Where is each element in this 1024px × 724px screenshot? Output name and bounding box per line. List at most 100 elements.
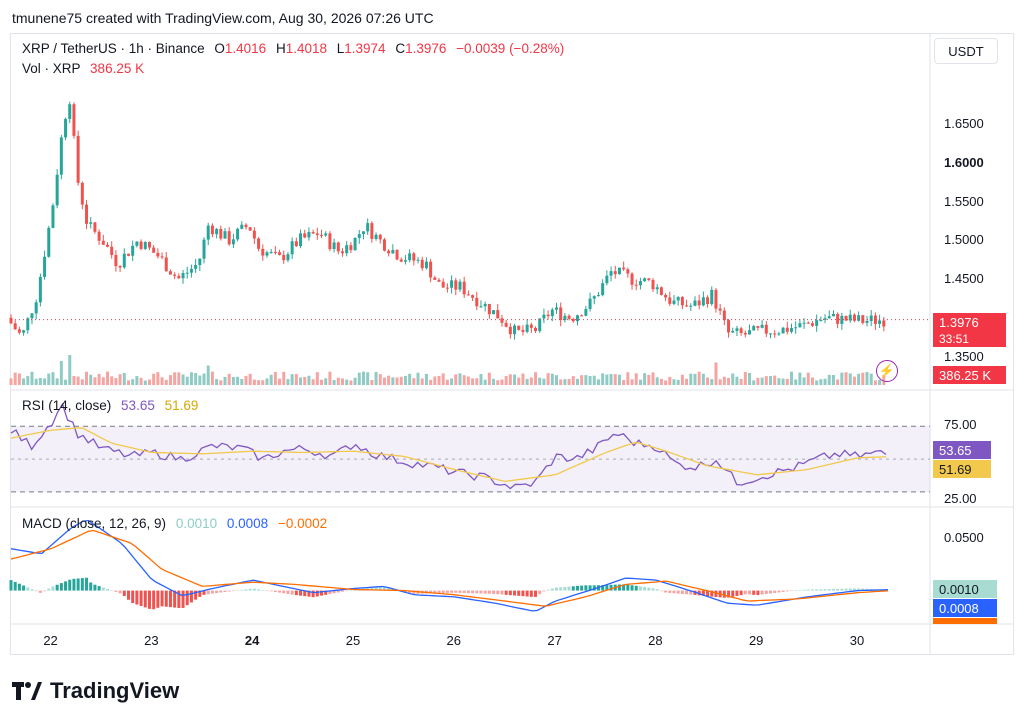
volume-bar bbox=[852, 376, 856, 385]
candle-body bbox=[215, 228, 219, 235]
candle-body bbox=[152, 247, 156, 253]
candle-body bbox=[185, 272, 189, 274]
macd-histogram-bar bbox=[668, 590, 672, 593]
volume-bar bbox=[802, 377, 806, 385]
volume-bar bbox=[722, 376, 726, 385]
volume-bar bbox=[391, 377, 395, 385]
rsi-label[interactable]: RSI (14, close) bbox=[22, 398, 112, 413]
volume-bar bbox=[466, 376, 470, 385]
volume-bar bbox=[345, 379, 349, 385]
candle-body bbox=[769, 333, 773, 335]
time-tick-label: 22 bbox=[43, 633, 58, 648]
candle-body bbox=[878, 320, 882, 324]
candle-body bbox=[231, 239, 235, 245]
candle-body bbox=[311, 232, 315, 234]
lightning-icon[interactable]: ⚡ bbox=[876, 360, 898, 382]
candle-body bbox=[651, 279, 655, 290]
macd-histogram-bar bbox=[244, 589, 248, 591]
candle-body bbox=[420, 259, 424, 269]
volume-bar bbox=[517, 377, 521, 385]
candle-body bbox=[219, 228, 223, 239]
tradingview-logo[interactable]: TradingView bbox=[12, 678, 179, 704]
price-tick-label: 1.5000 bbox=[944, 232, 984, 248]
volume-bar bbox=[685, 378, 689, 385]
macd-histogram-bar bbox=[290, 590, 294, 595]
candle-body bbox=[844, 315, 848, 321]
macd-label[interactable]: MACD (close, 12, 26, 9) bbox=[22, 516, 167, 531]
candle-body bbox=[51, 205, 55, 228]
macd-histogram-bar bbox=[861, 588, 865, 591]
volume-bar bbox=[810, 377, 814, 385]
volume-legend: Vol · XRP 386.25 K bbox=[22, 61, 144, 76]
volume-bar bbox=[735, 376, 739, 385]
macd-histogram-bar bbox=[118, 590, 122, 594]
candle-body bbox=[592, 296, 596, 299]
volume-bar bbox=[357, 372, 361, 385]
candle-body bbox=[160, 256, 164, 258]
time-tick-label: 29 bbox=[748, 633, 764, 648]
macd-histogram-bar bbox=[517, 590, 521, 596]
volume-bar bbox=[848, 373, 852, 385]
macd-histogram-bar bbox=[382, 586, 386, 591]
candle-body bbox=[781, 327, 785, 334]
volume-bar bbox=[122, 373, 126, 385]
candle-body bbox=[441, 281, 445, 288]
macd-histogram-bar bbox=[219, 590, 223, 593]
volume-bar bbox=[382, 377, 386, 385]
volume-bar bbox=[592, 375, 596, 385]
macd-histogram-bar bbox=[727, 590, 731, 598]
macd-histogram-bar bbox=[215, 590, 219, 594]
volume-bar bbox=[630, 379, 634, 385]
candle-body bbox=[630, 273, 634, 285]
volume-bar bbox=[110, 376, 114, 385]
candle-body bbox=[504, 322, 508, 327]
volume-bar bbox=[340, 378, 344, 385]
volume-bar bbox=[76, 376, 80, 385]
credit-text: tmunene75 created with TradingView.com, … bbox=[12, 10, 434, 26]
currency-button[interactable]: USDT bbox=[934, 38, 998, 64]
symbol-label[interactable]: XRP / TetherUS · 1h · Binance bbox=[22, 41, 205, 56]
volume-bar bbox=[785, 378, 789, 385]
volume-bar bbox=[819, 379, 823, 385]
volume-bar bbox=[126, 380, 130, 385]
macd-histogram-bar bbox=[152, 590, 156, 610]
macd-histogram-bar bbox=[651, 588, 655, 591]
macd-histogram-bar bbox=[135, 590, 139, 605]
candle-body bbox=[210, 225, 214, 235]
last-price-badge: 1.3976 bbox=[933, 313, 1006, 331]
volume-bar bbox=[273, 371, 277, 385]
volume-bar bbox=[93, 377, 97, 385]
volume-bar bbox=[748, 373, 752, 385]
volume-bar bbox=[634, 373, 638, 385]
candle-body bbox=[731, 330, 735, 333]
candle-body bbox=[387, 250, 391, 254]
macd-histogram-bar bbox=[735, 590, 739, 596]
volume-bar bbox=[433, 376, 437, 385]
volume-bar bbox=[815, 380, 819, 385]
candle-body bbox=[760, 324, 764, 328]
volume-value: 386.25 K bbox=[90, 61, 145, 76]
volume-bar bbox=[487, 372, 491, 385]
macd-histogram-bar bbox=[676, 590, 680, 594]
volume-label[interactable]: Vol · XRP bbox=[22, 61, 81, 76]
volume-bar bbox=[689, 373, 693, 385]
candle-body bbox=[672, 300, 676, 304]
signal-line bbox=[10, 529, 889, 607]
candle-body bbox=[823, 318, 827, 320]
candle-body bbox=[743, 332, 747, 335]
candle-body bbox=[802, 322, 806, 324]
candle-body bbox=[34, 302, 38, 314]
candle-body bbox=[278, 252, 282, 255]
candle-body bbox=[320, 235, 324, 237]
volume-bar bbox=[236, 376, 240, 385]
candle-body bbox=[265, 252, 269, 256]
volume-bar bbox=[30, 371, 34, 385]
candle-body bbox=[47, 227, 51, 257]
macd-histogram-bar bbox=[789, 590, 793, 592]
volume-bar bbox=[571, 376, 575, 385]
macd-histogram-bar bbox=[64, 581, 68, 591]
volume-bar bbox=[697, 371, 701, 385]
macd-histogram-bar bbox=[706, 590, 710, 597]
macd-histogram-bar bbox=[857, 588, 861, 591]
